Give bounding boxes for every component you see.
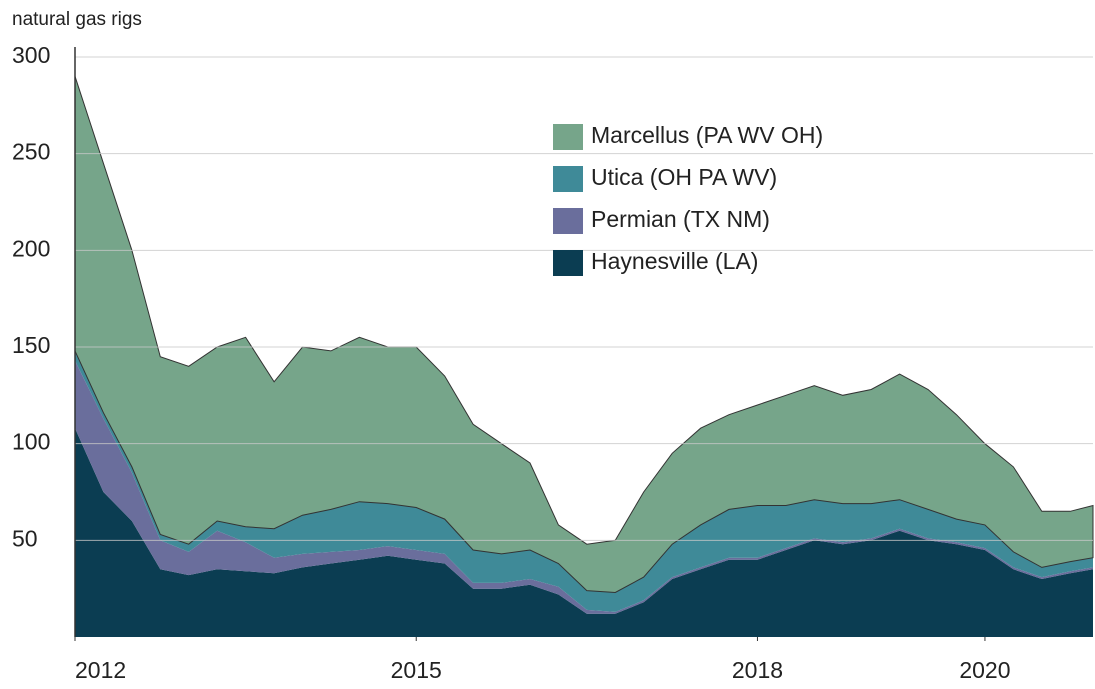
- y-tick-label: 50: [12, 525, 38, 551]
- x-tick-label: 2020: [959, 657, 1010, 683]
- area: [75, 350, 1093, 612]
- legend-label: Marcellus (PA WV OH): [591, 122, 823, 148]
- legend-swatch: [553, 166, 583, 192]
- x-tick-label: 2015: [391, 657, 442, 683]
- x-tick-label: 2012: [75, 657, 126, 683]
- legend-label: Haynesville (LA): [591, 248, 758, 274]
- legend-swatch: [553, 124, 583, 150]
- area: [75, 428, 1093, 637]
- y-tick-label: 300: [12, 42, 50, 68]
- y-tick-label: 100: [12, 429, 50, 455]
- y-axis-label: natural gas rigs: [12, 9, 142, 30]
- legend-label: Utica (OH PA WV): [591, 164, 777, 190]
- y-tick-label: 250: [12, 139, 50, 165]
- y-tick-label: 150: [12, 332, 50, 358]
- legend-swatch: [553, 250, 583, 276]
- legend-swatch: [553, 208, 583, 234]
- x-tick-label: 2018: [732, 657, 783, 683]
- area: [74, 76, 1094, 594]
- legend-label: Permian (TX NM): [591, 206, 770, 232]
- y-tick-label: 200: [12, 235, 50, 261]
